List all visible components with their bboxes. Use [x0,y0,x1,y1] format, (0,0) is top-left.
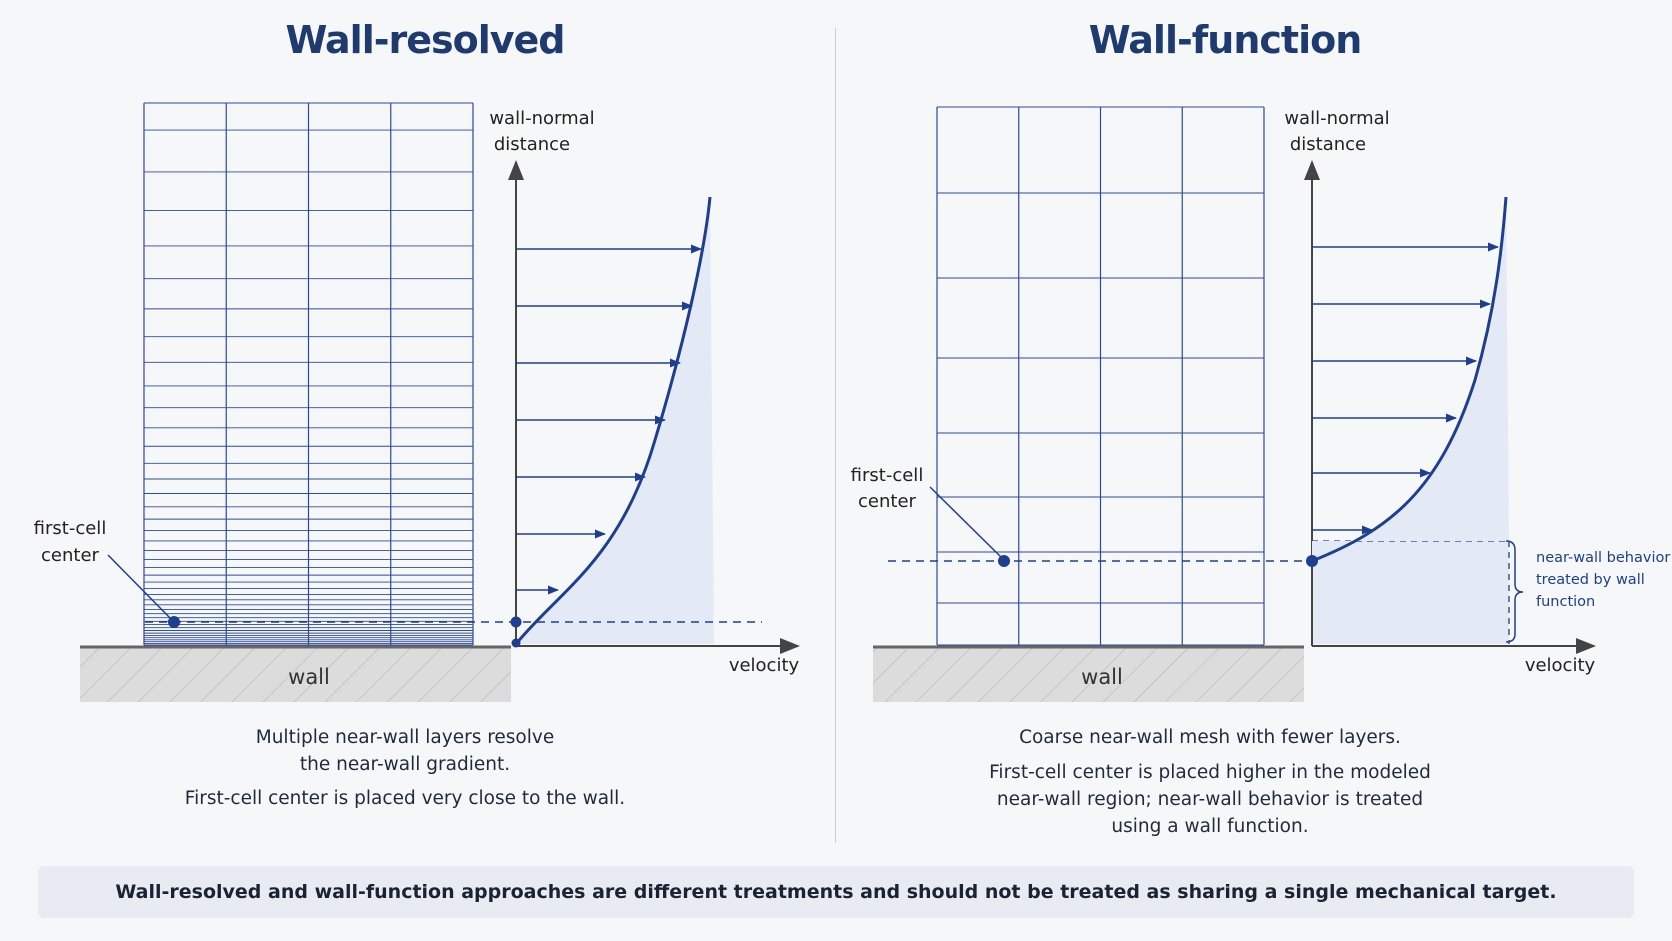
left-y-axis-label-line2: distance [494,134,570,155]
left-x-axis-label: velocity [729,655,800,676]
left-caption-line1: Multiple near-wall layers resolve [255,727,555,748]
panel-divider [835,28,836,843]
left-first-cell-label-line1: first-cell [34,518,107,539]
right-first-cell-label-line1: first-cell [851,465,924,486]
near-wall-note-line3: function [1536,594,1595,610]
left-first-cell-label-line2: center [41,545,100,566]
right-coarse-mesh [936,106,1265,646]
right-caption: Coarse near-wall mesh with fewer layers.… [905,724,1515,840]
left-caption-line3: First-cell center is placed very close t… [184,788,626,809]
left-panel-title: Wall-resolved [285,18,565,62]
right-caption-line2: First-cell center is placed higher in th… [989,762,1431,783]
left-caption-line2: the near-wall gradient. [299,754,511,775]
right-axis-first-cell-dot [1306,555,1318,567]
left-profile-fill [516,197,714,644]
left-wall [80,645,511,702]
right-panel-title: Wall-function [1088,18,1363,62]
right-y-axis-label-line1: wall-normal [1284,108,1389,129]
right-velocity-arrows [1312,242,1500,535]
right-wall-label: wall [1081,665,1123,689]
right-first-cell-label-line2: center [858,491,917,512]
footer-text: Wall-resolved and wall-function approach… [115,881,1557,903]
right-first-cell-leader [929,486,1003,559]
right-caption-line4: using a wall function. [1111,816,1309,837]
right-caption-line3: near-wall region; near-wall behavior is … [996,789,1424,810]
near-wall-modeled-region [1312,541,1509,644]
left-velocity-profile [514,196,712,645]
left-axis-first-cell-dot [510,616,522,628]
near-wall-brace [1505,540,1524,643]
right-profile-fill [1312,197,1509,561]
left-caption: Multiple near-wall layers resolve the ne… [115,724,695,812]
right-y-axis-label-line2: distance [1290,134,1366,155]
near-wall-note-line1: near-wall behavior [1536,550,1670,566]
left-y-axis-label-line1: wall-normal [489,108,594,129]
left-first-cell-leader [107,554,173,621]
left-velocity-arrows [516,244,703,595]
right-caption-line1: Coarse near-wall mesh with fewer layers. [1019,727,1401,748]
near-wall-note-line2: treated by wall [1536,572,1645,588]
left-wall-label: wall [288,665,330,689]
right-wall [873,645,1304,702]
right-x-axis-label: velocity [1525,655,1596,676]
left-wall-origin-dot [511,638,521,648]
footer-banner: Wall-resolved and wall-function approach… [38,866,1634,918]
left-fine-mesh [143,102,474,646]
